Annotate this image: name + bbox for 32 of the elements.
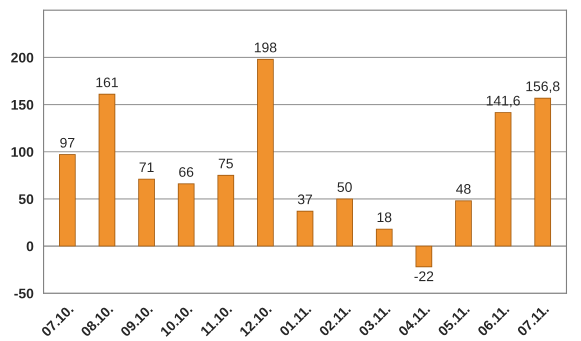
y-tick-label: 200 bbox=[11, 52, 34, 63]
bar bbox=[494, 112, 512, 247]
bar bbox=[534, 98, 552, 247]
data-label: 161 bbox=[96, 77, 118, 88]
y-tick-label: 150 bbox=[12, 100, 34, 110]
bar bbox=[178, 183, 195, 247]
data-label: 156,8 bbox=[526, 81, 560, 93]
y-tick-label: 0 bbox=[26, 241, 34, 252]
data-label: 66 bbox=[179, 167, 194, 177]
bar bbox=[376, 228, 393, 247]
y-tick-label: 50 bbox=[18, 194, 34, 204]
data-label: -22 bbox=[414, 271, 434, 282]
data-label: 71 bbox=[140, 162, 154, 172]
data-label: 37 bbox=[298, 194, 312, 204]
data-label: 97 bbox=[60, 138, 74, 148]
bar bbox=[336, 198, 353, 247]
y-tick-label: -50 bbox=[14, 288, 34, 298]
bar bbox=[296, 210, 314, 247]
bar bbox=[98, 94, 116, 247]
y-tick-label: 100 bbox=[12, 147, 34, 157]
data-label: 50 bbox=[337, 182, 352, 192]
data-label: 48 bbox=[456, 184, 471, 194]
data-label: 75 bbox=[218, 158, 233, 168]
bar bbox=[59, 154, 76, 247]
bar bbox=[455, 200, 472, 247]
data-label: 18 bbox=[378, 212, 392, 222]
bar bbox=[257, 58, 274, 247]
bar bbox=[217, 174, 234, 247]
bar bbox=[138, 178, 155, 247]
data-label: 141,6 bbox=[486, 96, 520, 108]
bar bbox=[416, 246, 432, 268]
data-label: 198 bbox=[254, 42, 276, 52]
